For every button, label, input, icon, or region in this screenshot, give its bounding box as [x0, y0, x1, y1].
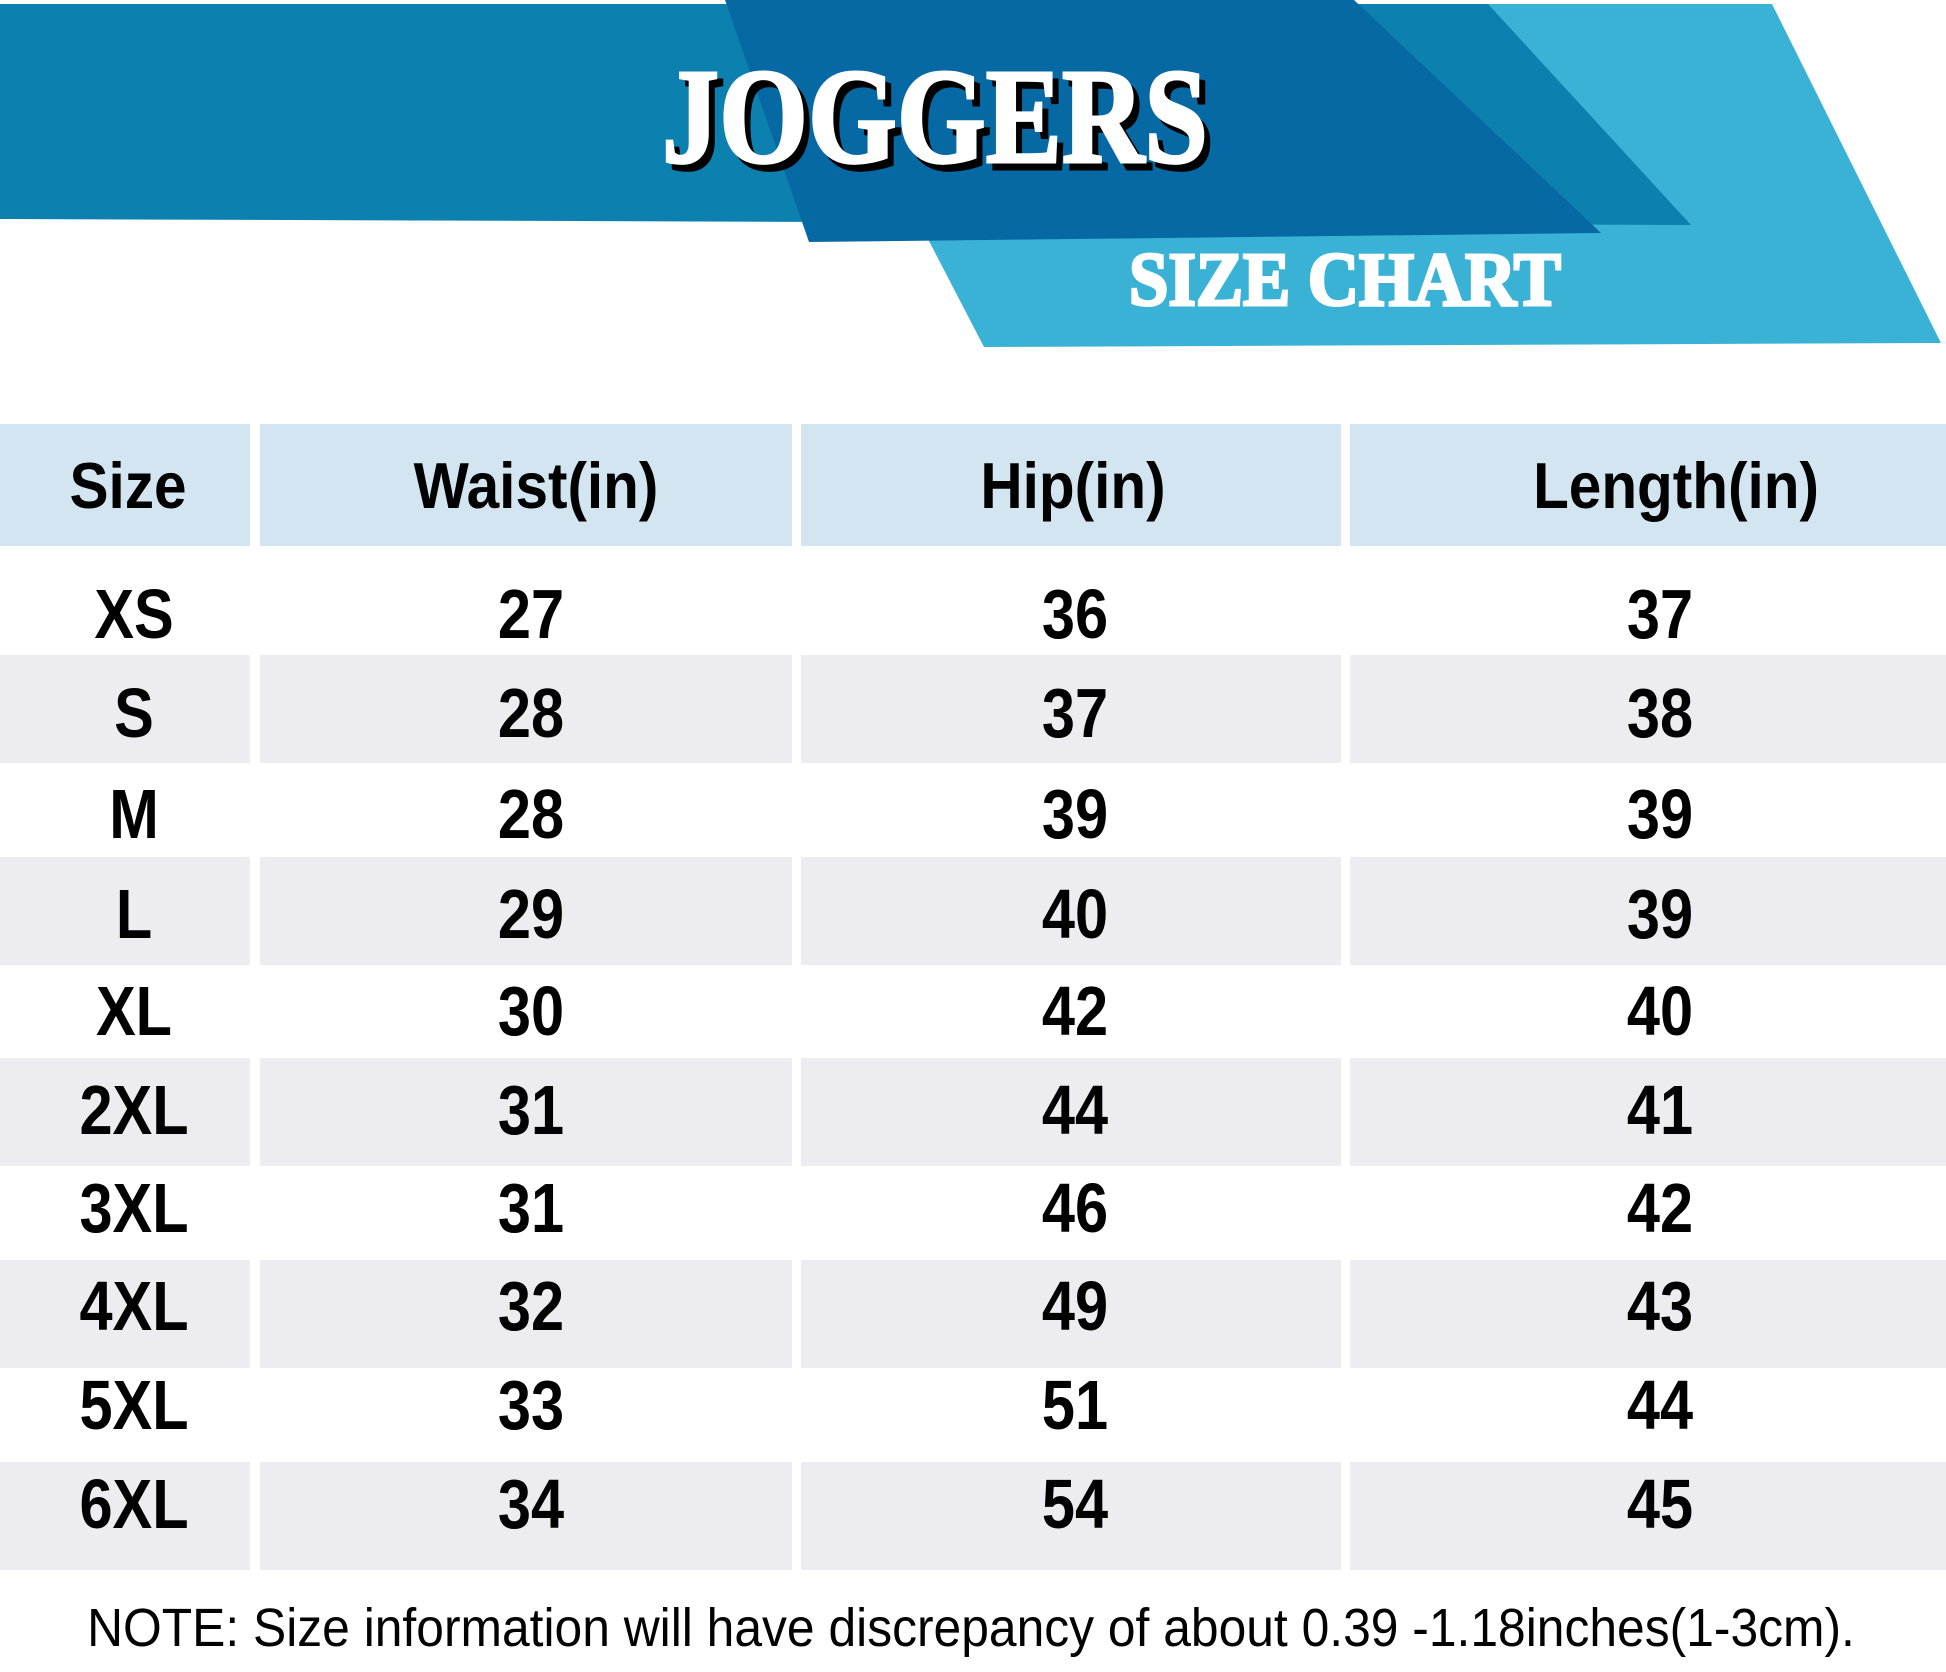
svg-text:JOGGERS: JOGGERS [668, 49, 1214, 200]
svg-text:41: 41 [1627, 1070, 1693, 1149]
svg-text:30: 30 [498, 971, 564, 1050]
svg-text:36: 36 [1042, 574, 1108, 653]
svg-text:44: 44 [1042, 1070, 1108, 1149]
svg-text:4XL: 4XL [79, 1266, 188, 1345]
svg-text:L: L [116, 874, 152, 953]
svg-text:SIZE CHART: SIZE CHART [1129, 238, 1561, 322]
svg-text:49: 49 [1042, 1266, 1108, 1345]
svg-text:31: 31 [498, 1168, 564, 1247]
svg-text:43: 43 [1627, 1266, 1693, 1345]
svg-text:34: 34 [498, 1464, 564, 1543]
svg-text:NOTE: Size information will ha: NOTE: Size information will have discrep… [87, 1598, 1855, 1658]
svg-text:6XL: 6XL [79, 1464, 188, 1543]
svg-text:38: 38 [1627, 673, 1693, 752]
svg-text:42: 42 [1042, 971, 1108, 1050]
svg-text:Length(in): Length(in) [1533, 450, 1819, 523]
svg-text:51: 51 [1042, 1365, 1108, 1444]
svg-text:39: 39 [1627, 774, 1693, 853]
svg-text:44: 44 [1627, 1365, 1693, 1444]
svg-text:46: 46 [1042, 1168, 1108, 1247]
svg-text:28: 28 [498, 774, 564, 853]
svg-text:Hip(in): Hip(in) [980, 450, 1165, 523]
svg-text:XS: XS [94, 574, 173, 653]
svg-text:S: S [114, 673, 154, 752]
svg-text:40: 40 [1042, 874, 1108, 953]
svg-text:45: 45 [1627, 1464, 1693, 1543]
svg-text:JOGGERS: JOGGERS [662, 42, 1208, 193]
svg-text:37: 37 [1042, 673, 1108, 752]
svg-text:3XL: 3XL [79, 1168, 188, 1247]
svg-text:28: 28 [498, 673, 564, 752]
svg-text:40: 40 [1627, 971, 1693, 1050]
svg-text:5XL: 5XL [79, 1365, 188, 1444]
svg-text:2XL: 2XL [79, 1070, 188, 1149]
svg-text:32: 32 [498, 1266, 564, 1345]
svg-text:42: 42 [1627, 1168, 1693, 1247]
svg-text:33: 33 [498, 1365, 564, 1444]
svg-text:M: M [109, 774, 159, 853]
svg-text:29: 29 [498, 874, 564, 953]
svg-text:Waist(in): Waist(in) [414, 450, 659, 523]
svg-text:XL: XL [96, 971, 172, 1050]
svg-text:54: 54 [1042, 1464, 1108, 1543]
svg-text:27: 27 [498, 574, 564, 653]
svg-text:37: 37 [1627, 574, 1693, 653]
svg-text:31: 31 [498, 1070, 564, 1149]
svg-text:39: 39 [1627, 874, 1693, 953]
svg-text:39: 39 [1042, 774, 1108, 853]
svg-text:Size: Size [69, 450, 186, 523]
